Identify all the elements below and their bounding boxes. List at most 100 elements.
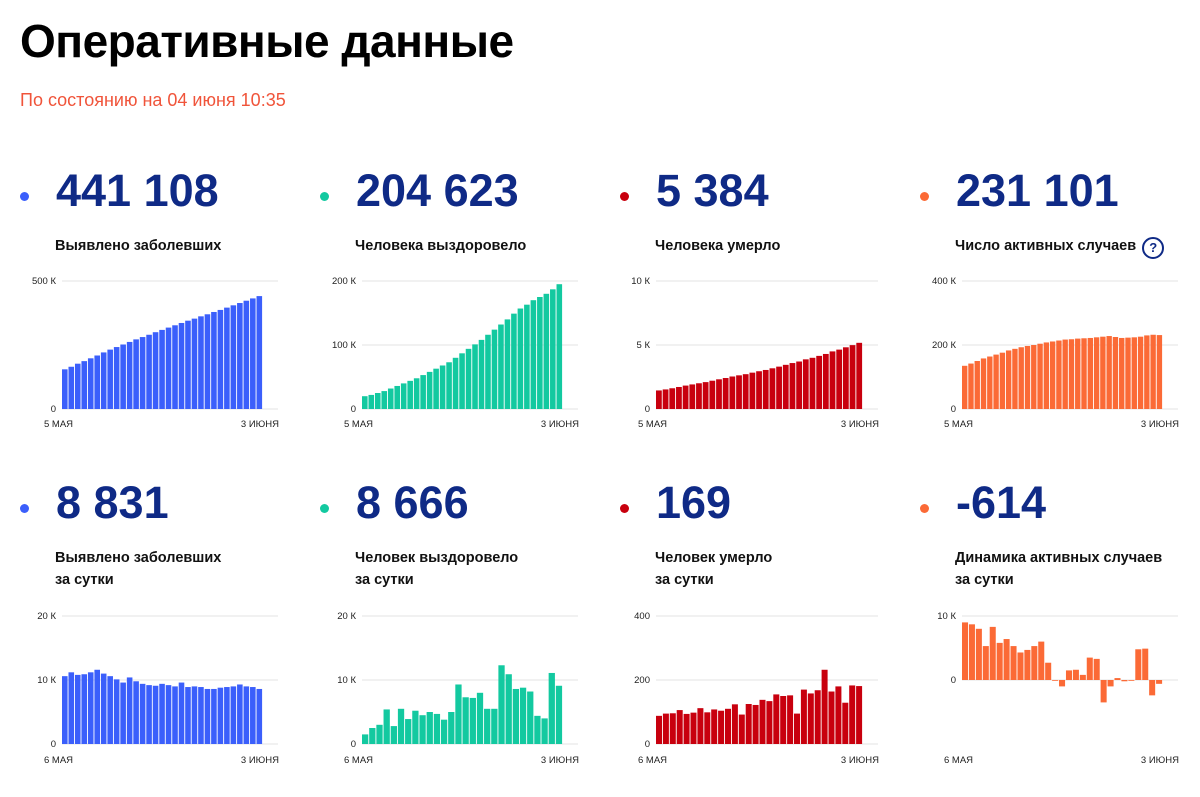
bar [999,352,1006,409]
bar [237,303,243,409]
bar [729,376,736,409]
bar [478,339,485,409]
bar [1106,336,1112,409]
chart-cases-total: 0 500 К 5 МАЯ 3 ИЮНЯ [32,276,279,430]
bar [1005,350,1012,409]
bar [968,624,975,680]
bar [766,701,773,744]
bar [1024,345,1031,409]
bar [1093,658,1100,680]
stat-value: 169 [656,477,732,528]
bar [62,676,68,744]
bar [1031,646,1038,680]
bar [690,712,697,744]
bar [491,329,498,409]
stat-card-cases: 441 108 Выявлено заболевших 0 500 К 5 МАЯ 3… [20,155,290,485]
bar [452,357,459,409]
bar [1049,341,1056,409]
bar [405,719,412,744]
bar [1107,680,1114,687]
bar [1149,680,1156,696]
bar [821,669,828,744]
stat-card-recovered: 204 623 Человека выздоровело 0 100 К 200 К… [320,155,590,485]
x-tick-label-start: 6 МАЯ [944,755,973,766]
bar [94,355,100,409]
x-tick-label-start: 5 МАЯ [944,419,973,430]
bar [1112,337,1119,409]
bar [120,344,126,409]
bar [742,374,749,409]
bar [842,702,849,744]
bar [517,308,524,409]
bar [1018,347,1024,409]
bar [400,383,407,409]
bar [426,371,433,409]
x-tick-label-start: 6 МАЯ [638,755,667,766]
bar [752,704,759,744]
bar [968,363,974,409]
bar [725,708,731,744]
y-tick-label: 200 [634,675,650,686]
question-circle-icon[interactable]: ? [1142,237,1165,259]
bar [537,297,543,409]
x-tick-label-end: 3 ИЮНЯ [841,755,879,766]
stat-card-cases-daily: 8 831 Выявлено заболевших за сутки 0 10 К 2… [20,467,290,797]
bar [504,319,511,409]
bar [731,704,738,744]
bar [1052,680,1059,681]
bar [1024,649,1031,680]
bar [1131,337,1137,409]
chart-cases-daily: 0 10 К 20 К 6 МАЯ 3 ИЮНЯ [37,611,279,766]
page-title: Оперативные данные [20,15,514,67]
y-tick-label: 0 [951,675,956,686]
bar [1068,339,1075,409]
bar [1010,646,1017,680]
bar [390,726,397,744]
bar [446,362,452,409]
bar [113,679,120,744]
bar [469,697,476,744]
bar [1144,335,1150,409]
stat-value: 441 108 [56,165,219,216]
x-tick-label-start: 6 МАЯ [344,755,373,766]
y-tick-label: 20 К [37,611,56,622]
bar [1156,680,1163,684]
bar [68,366,75,409]
bar [217,309,224,409]
bar [198,316,204,409]
bar [146,334,152,409]
bar [982,646,989,680]
x-tick-label-start: 5 МАЯ [344,419,373,430]
stat-card-deaths-daily: 169 Человек умерло за сутки 0 200 400 6 МАЯ 3… [620,467,890,797]
y-tick-label: 500 К [32,276,56,287]
bar [465,348,472,409]
x-tick-label-end: 3 ИЮНЯ [1141,755,1179,766]
bar [1128,680,1135,681]
bar [204,688,211,744]
bar [440,719,448,744]
y-tick-label: 10 К [937,611,956,622]
bar [178,682,185,744]
bar [1037,343,1043,409]
bar [165,685,172,744]
bar [662,713,669,744]
bar [962,365,968,409]
bar [745,704,752,744]
bar [439,365,446,409]
bar [448,712,455,744]
bar [689,384,696,409]
bar [1087,337,1094,409]
bar [420,375,426,409]
bar [94,669,100,744]
bar [191,318,198,409]
bar [1150,334,1156,409]
bar [1012,348,1018,409]
bar [412,710,419,744]
bar [1003,639,1010,680]
bar [738,714,745,744]
bar [669,713,676,744]
bar [550,289,556,409]
bar [802,359,809,409]
bar [1065,670,1072,680]
bar [534,715,541,744]
